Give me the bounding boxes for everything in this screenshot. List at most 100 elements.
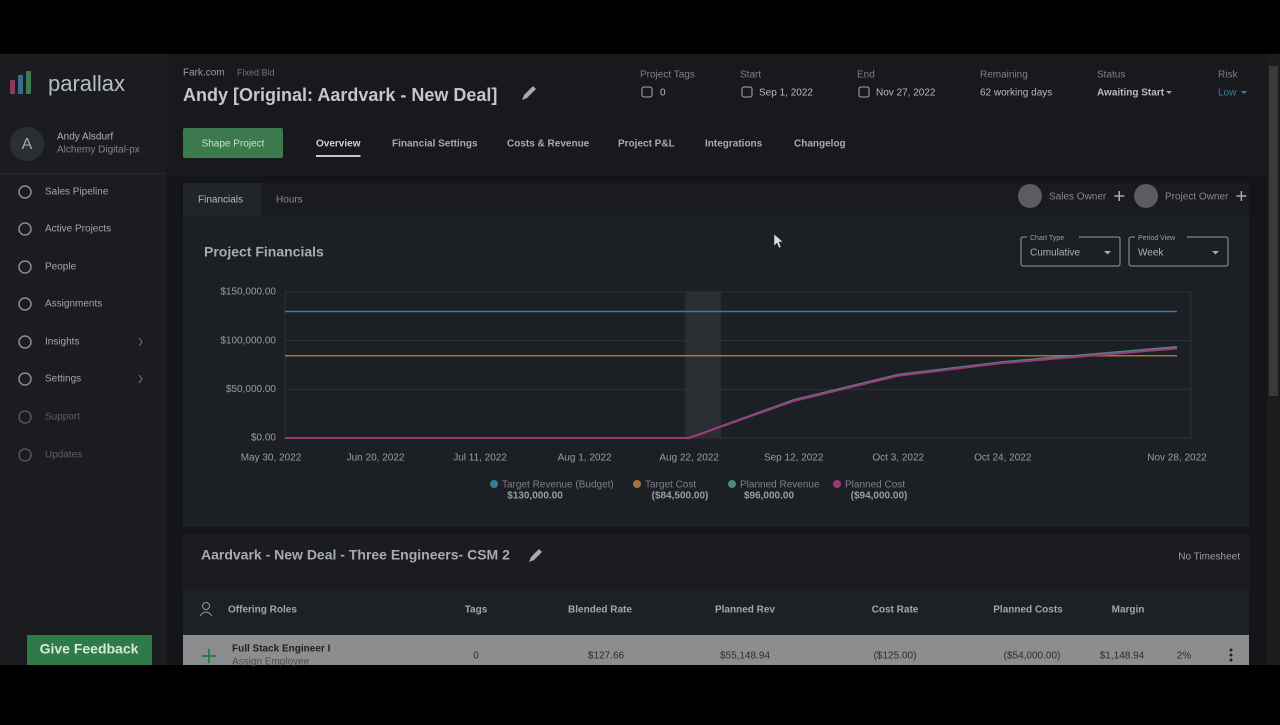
subtab[interactable]: Hours [276,195,303,206]
y-tick-label: $100,000.00 [220,335,276,346]
dropdown-label: Chart Type [1030,235,1064,242]
table-cell: $127.66 [588,651,625,662]
owner-label[interactable]: Sales Owner [1049,192,1107,203]
legend-total: $130,000.00 [507,491,563,502]
shape-project-button[interactable] [183,128,283,158]
table-row [183,635,1249,665]
nav-icon [18,335,32,349]
x-tick-label: Oct 3, 2022 [872,453,924,464]
row-menu[interactable] [1229,648,1233,662]
field-icon [858,86,870,98]
nav-icon [18,222,32,236]
add-owner[interactable] [1236,191,1247,201]
tab[interactable]: Integrations [705,139,763,150]
dropdown-label-bg [1135,233,1187,241]
column-header: Planned Costs [993,605,1063,616]
dropdown-caret [1104,251,1111,255]
y-tick-label: $50,000.00 [226,384,276,395]
tab[interactable]: Costs & Revenue [507,139,590,150]
table-cell: $1,148.94 [1100,651,1145,662]
field-label: Project Tags [640,70,695,81]
subtab[interactable]: Financials [198,195,243,206]
legend-total: $96,000.00 [744,491,794,502]
chevron [138,374,143,384]
nav-icon [18,297,32,311]
field-value[interactable]: Awaiting Start [1097,88,1165,99]
feedback-label[interactable]: Give Feedback [40,641,139,657]
shape-project-label[interactable]: Shape Project [202,139,265,150]
nav-item[interactable]: Support [45,412,80,423]
tab[interactable]: Financial Settings [392,139,478,150]
tab[interactable]: Overview [316,139,361,150]
dropdown-value[interactable]: Week [1138,248,1164,259]
field-value: Nov 27, 2022 [876,88,936,99]
field-label: End [857,70,875,81]
subtab-active [183,183,261,216]
table-cell: ($54,000.00) [1004,651,1061,662]
field-label: Remaining [980,70,1028,81]
field-value[interactable]: Low [1218,88,1237,99]
owner-avatar [1018,184,1042,208]
x-tick-label: May 30, 2022 [241,453,302,464]
nav-item[interactable]: Insights [45,337,79,348]
field-value: 62 working days [980,88,1052,99]
column-header: Planned Rev [715,605,775,616]
legend-total: ($94,000.00) [851,491,908,502]
column-header: Cost Rate [872,605,919,616]
owner-label[interactable]: Project Owner [1165,192,1229,203]
subtab-bar [183,183,1249,216]
legend-label[interactable]: Target Revenue (Budget) [502,480,614,491]
column-header: Blended Rate [568,605,632,616]
legend-label[interactable]: Target Cost [645,480,696,491]
add-owner[interactable] [1114,191,1125,201]
nav-item[interactable]: Active Projects [45,224,111,235]
y-tick-label: $0.00 [251,433,276,444]
roles-icon [199,611,213,617]
owner-avatar [1134,184,1158,208]
logo: parallax [48,71,125,96]
add-icon[interactable] [202,649,216,663]
field-label: Start [740,70,761,81]
table-cell: Full Stack Engineer I [232,644,331,655]
field-value: 0 [660,88,666,99]
nav-icon [18,185,32,199]
edit-icon[interactable] [529,549,542,562]
nav-icon [18,372,32,386]
x-tick-label: Aug 1, 2022 [558,453,612,464]
nav-item[interactable]: Sales Pipeline [45,187,109,198]
dropdown-label: Period View [1138,235,1176,242]
deal-card [183,535,1249,590]
header [167,54,1267,175]
bid-type: Fixed Bid [237,67,275,77]
tab[interactable]: Changelog [794,139,846,150]
dropdown-label-bg [1027,233,1079,241]
edit-icon[interactable] [522,86,536,100]
table-cell[interactable]: Assign Employee [232,657,310,668]
legend-swatch [728,480,736,488]
nav-item[interactable]: People [45,262,77,273]
chevron [138,337,143,347]
user-org: Alchemy Digital-px [57,145,140,156]
x-tick-label: Jun 20, 2022 [347,453,405,464]
feedback-button[interactable] [27,635,152,665]
table-cell: 0 [473,651,479,662]
legend-label[interactable]: Planned Cost [845,480,905,491]
nav-item[interactable]: Settings [45,374,81,385]
legend-label[interactable]: Planned Revenue [740,480,820,491]
nav-icon [18,410,32,424]
dropdown-caret [1241,91,1247,94]
logo-icon [18,75,23,94]
project-title: Andy [Original: Aardvark - New Deal] [183,85,497,105]
dropdown-value[interactable]: Cumulative [1030,248,1080,259]
user-name: Andy Alsdurf [57,132,113,143]
column-header: Offering Roles [228,605,297,616]
field-icon [641,86,653,98]
tab[interactable]: Project P&L [618,139,675,150]
scroll-thumb[interactable] [1269,66,1278,396]
nav-item[interactable]: Updates [45,450,82,461]
field-icon [741,86,753,98]
nav-icon [18,260,32,274]
nav-item[interactable]: Assignments [45,299,102,310]
column-header: Margin [1112,605,1145,616]
